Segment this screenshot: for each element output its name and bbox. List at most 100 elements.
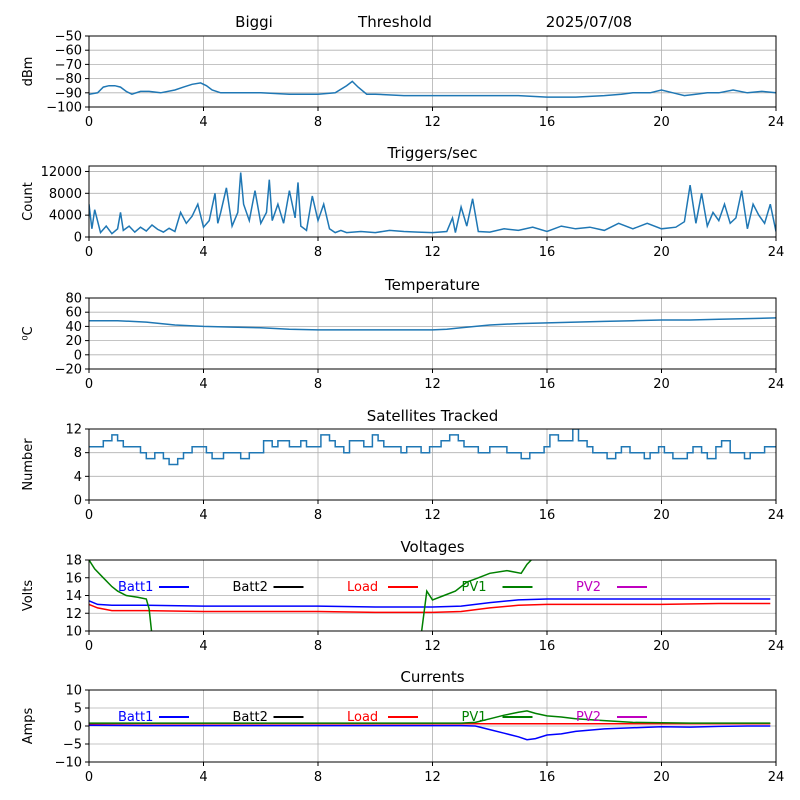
legend-label-batt2: Batt2 <box>233 710 268 725</box>
legend-label-batt1: Batt1 <box>118 710 153 725</box>
y-tick-label: 12 <box>65 607 82 622</box>
panel-3: 0 4 8 12 16 20 24 0 4 8 12 Satellites Tracked Number <box>21 407 784 523</box>
y-axis-label: Amps <box>21 707 36 744</box>
x-tick-label: 12 <box>424 115 441 130</box>
y-tick-label: −10 <box>55 756 82 771</box>
x-tick-label: 16 <box>539 770 556 785</box>
chart-title: Voltages <box>400 538 464 556</box>
x-tick-label: 12 <box>424 377 441 392</box>
y-tick-label: 20 <box>65 334 82 349</box>
legend-label-load: Load <box>347 580 378 595</box>
x-tick-label: 24 <box>768 245 785 260</box>
x-tick-label: 0 <box>85 115 93 130</box>
x-tick-label: 8 <box>314 115 322 130</box>
x-tick-label: 8 <box>314 377 322 392</box>
x-tick-label: 16 <box>539 245 556 260</box>
y-axis-label: Volts <box>21 580 36 612</box>
y-tick-label: −80 <box>55 72 82 87</box>
x-tick-label: 0 <box>85 770 93 785</box>
x-tick-label: 4 <box>199 639 207 654</box>
legend-label-pv1: PV1 <box>462 580 487 595</box>
x-tick-label: 4 <box>199 770 207 785</box>
chart-title: Temperature <box>384 276 480 294</box>
x-tick-label: 0 <box>85 508 93 523</box>
header-label: Threshold <box>357 13 432 31</box>
series-line-pv1 <box>89 560 533 631</box>
x-tick-label: 16 <box>539 639 556 654</box>
x-tick-label: 8 <box>314 508 322 523</box>
x-tick-label: 20 <box>653 377 670 392</box>
x-tick-label: 20 <box>653 770 670 785</box>
y-tick-label: 0 <box>74 231 82 246</box>
y-tick-label: −90 <box>55 86 82 101</box>
x-tick-label: 12 <box>424 639 441 654</box>
x-tick-label: 24 <box>768 508 785 523</box>
x-tick-label: 20 <box>653 115 670 130</box>
y-tick-label: 60 <box>65 306 82 321</box>
y-tick-label: 14 <box>65 589 82 604</box>
y-tick-label: 4000 <box>49 209 82 224</box>
legend-label-pv2: PV2 <box>576 710 601 725</box>
x-tick-label: 0 <box>85 639 93 654</box>
y-tick-label: 5 <box>74 702 82 717</box>
y-tick-label: 40 <box>65 320 82 335</box>
y-axis-label: dBm <box>21 57 36 87</box>
y-tick-label: 12000 <box>41 165 82 180</box>
y-tick-label: 80 <box>65 292 82 307</box>
x-tick-label: 0 <box>85 377 93 392</box>
x-tick-label: 12 <box>424 245 441 260</box>
x-tick-label: 16 <box>539 508 556 523</box>
header-date: 2025/07/08 <box>546 13 632 31</box>
legend-label-load: Load <box>347 710 378 725</box>
x-tick-label: 8 <box>314 770 322 785</box>
y-tick-label: 8000 <box>49 187 82 202</box>
y-tick-label: 4 <box>74 470 82 485</box>
y-tick-label: −60 <box>55 44 82 59</box>
x-tick-label: 24 <box>768 377 785 392</box>
legend-label-batt2: Batt2 <box>233 580 268 595</box>
x-tick-label: 4 <box>199 377 207 392</box>
x-tick-label: 12 <box>424 508 441 523</box>
panel-4: 0 4 8 12 16 20 24 10 12 14 16 18 Voltages Volts Batt1 B… <box>21 538 784 654</box>
y-tick-label: 18 <box>65 554 82 569</box>
x-tick-label: 20 <box>653 508 670 523</box>
y-tick-label: 8 <box>74 446 82 461</box>
x-tick-label: 4 <box>199 115 207 130</box>
x-tick-label: 20 <box>653 245 670 260</box>
y-tick-label: −5 <box>63 738 82 753</box>
y-tick-label: 12 <box>65 423 82 438</box>
y-tick-label: −20 <box>55 363 82 378</box>
y-axis-label: Count <box>21 182 36 221</box>
y-axis-label: Number <box>21 438 36 491</box>
legend-label-batt1: Batt1 <box>118 580 153 595</box>
series-line-batt1 <box>89 598 771 608</box>
y-tick-label: 16 <box>65 571 82 586</box>
x-tick-label: 24 <box>768 639 785 654</box>
series-line-batt1 <box>89 724 771 741</box>
series-line-0 <box>89 317 776 331</box>
y-tick-label: −50 <box>55 30 82 45</box>
panel-0: 0 4 8 12 16 20 24 −100−90−80−70−60−50 dBm <box>21 30 784 131</box>
header-station: Biggi <box>235 13 273 31</box>
x-tick-label: 12 <box>424 770 441 785</box>
y-tick-label: 10 <box>65 684 82 699</box>
y-axis-label: ⁰C <box>21 326 36 340</box>
x-tick-label: 24 <box>768 115 785 130</box>
legend-label-pv1: PV1 <box>462 710 487 725</box>
chart-title: Satellites Tracked <box>367 407 498 425</box>
chart-title: Triggers/sec <box>387 144 478 162</box>
x-tick-label: 0 <box>85 245 93 260</box>
series-line-load <box>89 602 771 614</box>
y-tick-label: 0 <box>74 720 82 735</box>
series-line-0 <box>89 80 776 98</box>
y-tick-label: 0 <box>74 348 82 363</box>
series-line-0 <box>89 429 776 466</box>
x-tick-label: 4 <box>199 245 207 260</box>
chart-title: Currents <box>400 668 464 686</box>
x-tick-label: 24 <box>768 770 785 785</box>
x-tick-label: 8 <box>314 245 322 260</box>
x-tick-label: 16 <box>539 115 556 130</box>
legend-label-pv2: PV2 <box>576 580 601 595</box>
x-tick-label: 16 <box>539 377 556 392</box>
